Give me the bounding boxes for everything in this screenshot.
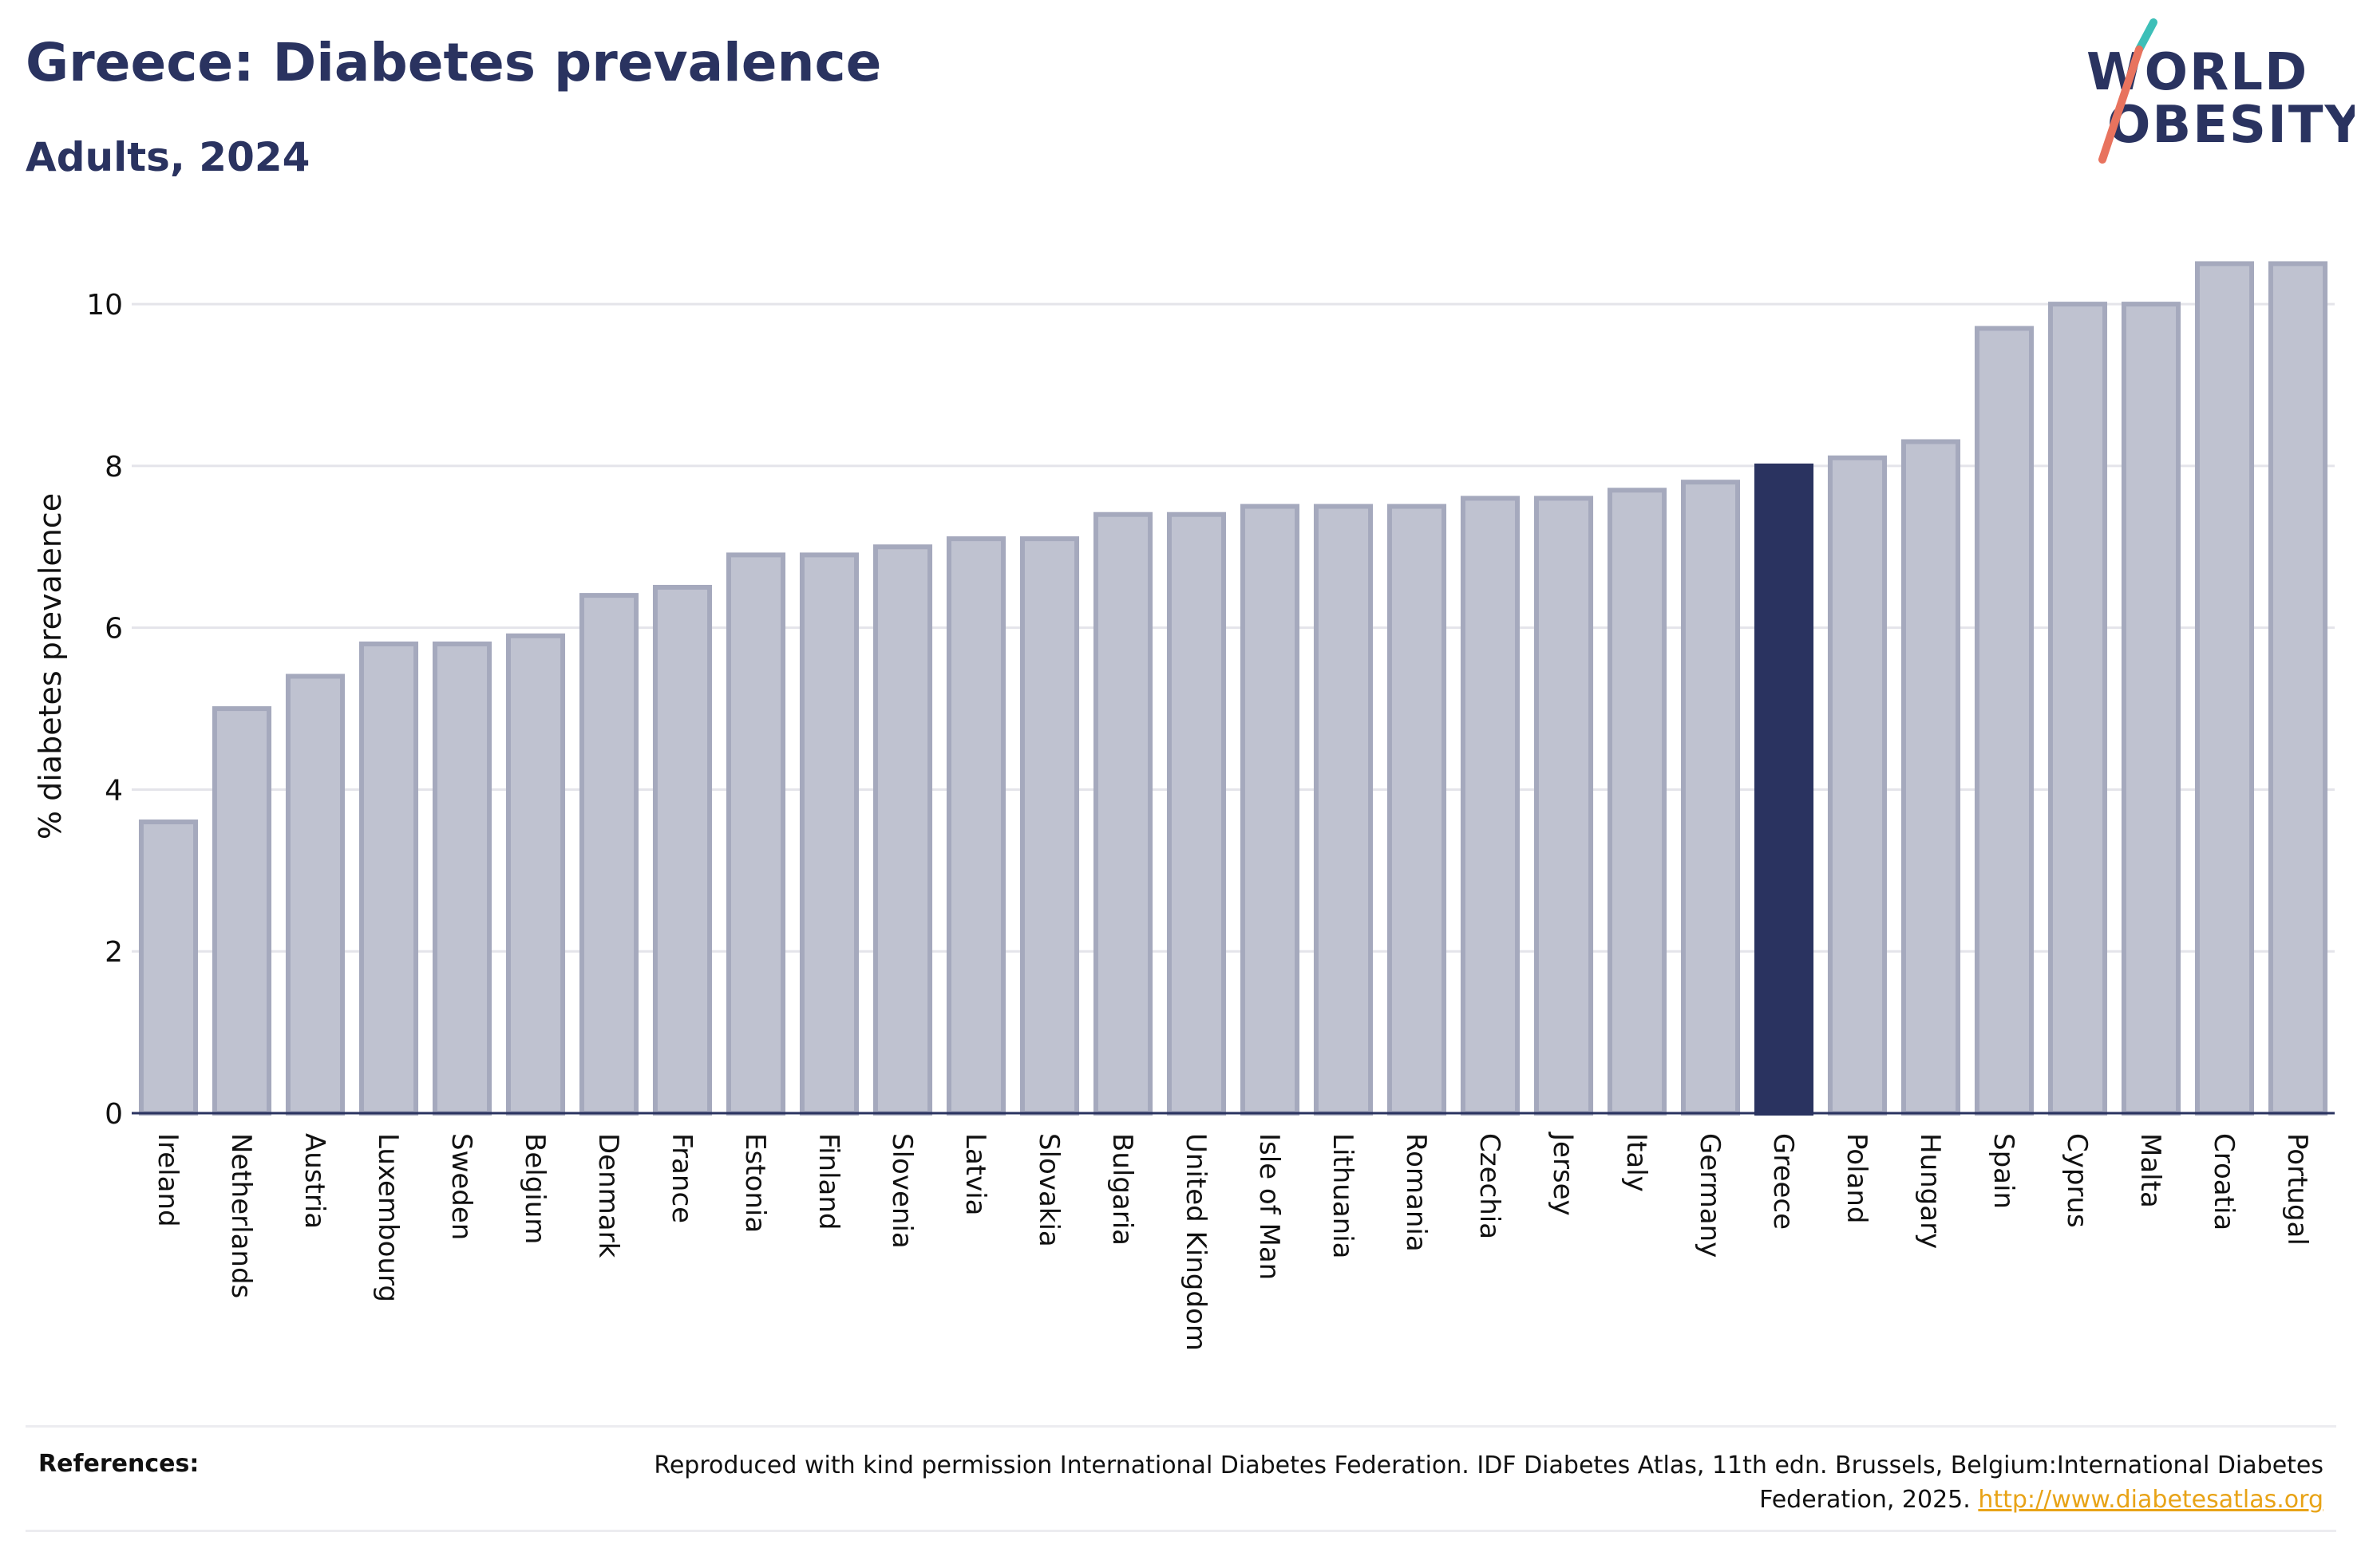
references-text: Reproduced with kind permission Internat… — [647, 1448, 2323, 1517]
bar-estonia[interactable] — [726, 552, 786, 1116]
x-tick-label: Poland — [1841, 1133, 1873, 1224]
x-tick-label: Netherlands — [225, 1133, 257, 1298]
bar-belgium[interactable] — [505, 633, 566, 1116]
x-tick-label: Cyprus — [2061, 1133, 2093, 1228]
y-tick-label: 2 — [105, 936, 123, 969]
y-axis-label: % diabetes prevalence — [33, 493, 68, 839]
x-tick-label: Slovakia — [1033, 1133, 1065, 1247]
x-tick-label: Portugal — [2281, 1133, 2313, 1246]
bar-latvia[interactable] — [946, 536, 1006, 1116]
x-tick-label: Estonia — [739, 1133, 771, 1233]
bars — [138, 261, 2328, 1116]
y-tick-label: 4 — [105, 774, 123, 807]
references-box: References: Reproduced with kind permiss… — [26, 1425, 2336, 1532]
references-citation: Reproduced with kind permission Internat… — [654, 1451, 2323, 1514]
bar-finland[interactable] — [799, 552, 860, 1116]
x-tick-label: Germany — [1694, 1133, 1726, 1258]
x-tick-label: Isle of Man — [1253, 1133, 1285, 1280]
bar-greece[interactable] — [1754, 463, 1814, 1116]
chart-title: Greece: Diabetes prevalence — [26, 32, 882, 93]
x-tick-label: France — [666, 1133, 698, 1223]
bar-netherlands[interactable] — [212, 706, 272, 1116]
axes: 0 2 4 6 8 10 Ireland Netherlands Austria Luxembou… — [86, 289, 2335, 1351]
x-tick-label: Austria — [299, 1133, 330, 1229]
y-tick-label: 10 — [86, 289, 123, 322]
bar-portugal[interactable] — [2268, 261, 2328, 1116]
bar-romania[interactable] — [1386, 504, 1447, 1116]
bar-denmark[interactable] — [579, 593, 639, 1116]
bar-lithuania[interactable] — [1313, 504, 1374, 1116]
bar-isle-of-man[interactable] — [1240, 504, 1300, 1116]
bar-spain[interactable] — [1974, 326, 2035, 1116]
x-tick-label: Finland — [813, 1133, 844, 1230]
gridlines — [132, 302, 2335, 953]
world-obesity-logo: WORLD OBESITY — [2086, 18, 2355, 164]
bar-malta[interactable] — [2121, 302, 2181, 1116]
bar-slovakia[interactable] — [1019, 536, 1080, 1116]
x-tick-label: Greece — [1767, 1133, 1799, 1230]
bar-luxembourg[interactable] — [358, 641, 419, 1116]
x-tick-label: Croatia — [2208, 1133, 2240, 1230]
bar-chart: 0 2 4 6 8 10 Ireland Netherlands Austria Luxembou… — [33, 261, 2335, 1351]
bar-ireland[interactable] — [138, 820, 199, 1116]
x-tick-label: Bulgaria — [1106, 1133, 1138, 1246]
x-tick-label: Jersey — [1547, 1132, 1579, 1216]
logo-word-obesity: OBESITY — [2107, 96, 2355, 155]
bar-bulgaria[interactable] — [1093, 511, 1153, 1116]
bar-germany[interactable] — [1680, 480, 1741, 1116]
bar-austria[interactable] — [285, 673, 346, 1116]
x-tick-label: Malta — [2134, 1133, 2166, 1208]
bar-hungary[interactable] — [1900, 439, 1961, 1116]
bar-poland[interactable] — [1827, 455, 1888, 1116]
bar-croatia[interactable] — [2194, 261, 2255, 1116]
x-tick-label: Denmark — [592, 1133, 624, 1258]
logo-slash-accent — [2135, 18, 2157, 53]
bar-cyprus[interactable] — [2047, 302, 2108, 1116]
bar-italy[interactable] — [1607, 488, 1667, 1116]
y-tick-label: 6 — [105, 613, 123, 646]
x-tick-label: Sweden — [445, 1133, 477, 1240]
x-tick-label: Lithuania — [1327, 1133, 1358, 1258]
bar-jersey[interactable] — [1533, 496, 1594, 1116]
x-tick-label: Spain — [1987, 1133, 2019, 1209]
y-tick-label: 8 — [105, 451, 123, 484]
y-tick-label: 0 — [105, 1098, 123, 1131]
references-label: References: — [38, 1450, 200, 1478]
x-tick-label: Luxembourg — [372, 1133, 404, 1302]
x-tick-label: Romania — [1400, 1133, 1432, 1252]
bar-united-kingdom[interactable] — [1166, 511, 1227, 1116]
references-link[interactable]: http://www.diabetesatlas.org — [1978, 1486, 2323, 1514]
bar-czechia[interactable] — [1460, 496, 1521, 1116]
x-tick-label: Italy — [1620, 1133, 1652, 1192]
x-tick-label: Belgium — [519, 1133, 551, 1244]
bar-sweden[interactable] — [432, 641, 492, 1116]
x-tick-label: Ireland — [152, 1133, 184, 1227]
x-tick-label: Slovenia — [886, 1133, 918, 1249]
x-tick-label: Czechia — [1473, 1133, 1505, 1239]
logo-slash — [2098, 45, 2143, 164]
x-tick-label: Hungary — [1914, 1133, 1946, 1249]
bar-slovenia[interactable] — [872, 544, 933, 1116]
x-tick-label: United Kingdom — [1180, 1133, 1212, 1351]
x-tick-label: Latvia — [959, 1133, 991, 1216]
chart-subtitle: Adults, 2024 — [26, 134, 310, 180]
bar-france[interactable] — [652, 584, 713, 1116]
